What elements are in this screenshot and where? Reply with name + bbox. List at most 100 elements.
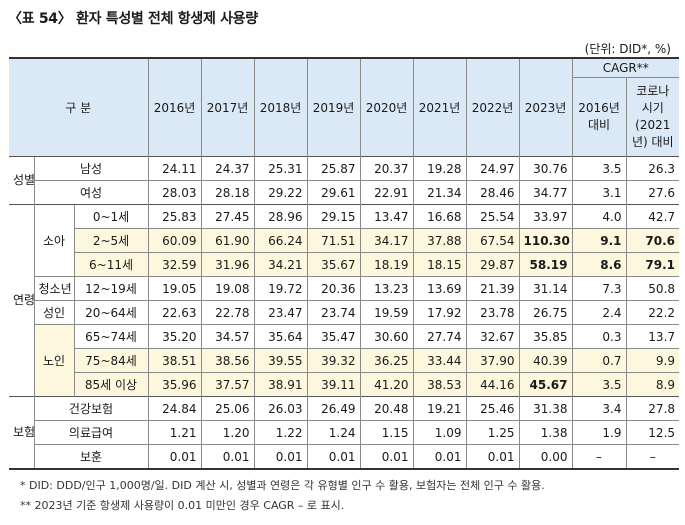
cell-value: 0.01 bbox=[306, 444, 360, 469]
cell-value: 35.20 bbox=[147, 324, 201, 349]
table-row: 85세 이상 35.96 37.57 38.91 39.11 41.20 38.… bbox=[9, 372, 680, 397]
cell-value: 20.36 bbox=[306, 276, 360, 301]
cell-value: 25.46 bbox=[465, 396, 519, 421]
row-label: 85세 이상 bbox=[73, 372, 148, 397]
cell-value: 18.19 bbox=[359, 252, 413, 277]
cell-cagr: 7.3 bbox=[571, 276, 626, 301]
table-row: 노인 65~74세 35.20 34.57 35.64 35.47 30.60 … bbox=[9, 324, 680, 397]
cell-cagr: 8.6 bbox=[571, 252, 626, 277]
cell-value: 28.96 bbox=[253, 204, 307, 229]
cell-value: 1.24 bbox=[306, 420, 360, 445]
cell-value: 35.96 bbox=[147, 372, 201, 397]
cell-value: 31.96 bbox=[200, 252, 254, 277]
table-row: 6~11세 32.59 31.96 34.21 35.67 18.19 18.1… bbox=[9, 252, 680, 277]
cell-cagr: 2.4 bbox=[571, 300, 626, 325]
cell-value: 31.38 bbox=[518, 396, 572, 421]
cell-value: 39.32 bbox=[306, 348, 360, 373]
cell-value: 1.20 bbox=[200, 420, 254, 445]
row-label: 의료급여 bbox=[33, 420, 148, 445]
cell-value: 33.44 bbox=[412, 348, 466, 373]
table-row: 의료급여 1.21 1.20 1.22 1.24 1.15 1.09 1.25 … bbox=[9, 420, 680, 445]
cell-value: 19.72 bbox=[253, 276, 307, 301]
cell-value: 23.78 bbox=[465, 300, 519, 325]
row-label: 건강보험 bbox=[33, 396, 148, 421]
cell-value: 66.24 bbox=[253, 228, 307, 253]
row-label: 남성 bbox=[33, 156, 148, 181]
cell-value: 1.22 bbox=[253, 420, 307, 445]
cell-cagr: 70.6 bbox=[625, 228, 680, 253]
cell-value: 25.83 bbox=[147, 204, 201, 229]
cell-value: 21.34 bbox=[412, 180, 466, 205]
cell-cagr: – bbox=[625, 444, 680, 469]
cell-cagr: 9.1 bbox=[571, 228, 626, 253]
cell-value: 19.05 bbox=[147, 276, 201, 301]
cell-cagr: – bbox=[571, 444, 626, 469]
cell-value: 45.67 bbox=[518, 372, 572, 397]
cell-value: 23.74 bbox=[306, 300, 360, 325]
table-row: 75~84세 38.51 38.56 39.55 39.32 36.25 33.… bbox=[9, 348, 680, 373]
cell-value: 0.01 bbox=[412, 444, 466, 469]
cell-value: 0.01 bbox=[200, 444, 254, 469]
cell-value: 44.16 bbox=[465, 372, 519, 397]
row-label: 0~1세 bbox=[73, 204, 148, 229]
cell-cagr: 27.8 bbox=[625, 396, 680, 421]
table-row: 여성 28.03 28.18 29.22 29.61 22.91 21.34 2… bbox=[9, 180, 680, 205]
header-year-2017: 2017년 bbox=[200, 58, 254, 157]
cell-value: 26.03 bbox=[253, 396, 307, 421]
cell-value: 37.90 bbox=[465, 348, 519, 373]
cell-cagr: 0.3 bbox=[571, 324, 626, 349]
cell-value: 17.92 bbox=[412, 300, 466, 325]
cell-value: 29.15 bbox=[306, 204, 360, 229]
cell-value: 32.67 bbox=[465, 324, 519, 349]
cell-cagr: 42.7 bbox=[625, 204, 680, 229]
cell-value: 19.59 bbox=[359, 300, 413, 325]
cell-value: 38.56 bbox=[200, 348, 254, 373]
cell-value: 1.25 bbox=[465, 420, 519, 445]
row-label: 20~64세 bbox=[73, 300, 148, 325]
cell-value: 34.17 bbox=[359, 228, 413, 253]
cell-value: 0.01 bbox=[465, 444, 519, 469]
cell-value: 30.76 bbox=[518, 156, 572, 181]
header-year-2020: 2020년 bbox=[359, 58, 413, 157]
row-label: 75~84세 bbox=[73, 348, 148, 373]
cell-value: 38.91 bbox=[253, 372, 307, 397]
cell-value: 22.78 bbox=[200, 300, 254, 325]
header-cagr-since-2016: 2016년 대비 bbox=[571, 77, 626, 157]
cell-value: 25.06 bbox=[200, 396, 254, 421]
cell-value: 25.87 bbox=[306, 156, 360, 181]
cell-value: 61.90 bbox=[200, 228, 254, 253]
cell-value: 110.30 bbox=[518, 228, 572, 253]
cell-cagr: 79.1 bbox=[625, 252, 680, 277]
cell-value: 33.97 bbox=[518, 204, 572, 229]
table-row: 청소년 12~19세 19.05 19.08 19.72 20.36 13.23… bbox=[9, 276, 680, 301]
row-label: 12~19세 bbox=[73, 276, 148, 301]
cell-value: 23.47 bbox=[253, 300, 307, 325]
cell-value: 35.85 bbox=[518, 324, 572, 349]
cell-value: 32.59 bbox=[147, 252, 201, 277]
cell-value: 13.23 bbox=[359, 276, 413, 301]
cell-value: 28.18 bbox=[200, 180, 254, 205]
cell-value: 34.77 bbox=[518, 180, 572, 205]
header-year-2016: 2016년 bbox=[147, 58, 201, 157]
table-row: 연령 소아 0~1세 25.83 27.45 28.96 29.15 13.47… bbox=[9, 204, 680, 397]
cell-value: 26.49 bbox=[306, 396, 360, 421]
cell-cagr: 27.6 bbox=[625, 180, 680, 205]
cell-cagr: 0.7 bbox=[571, 348, 626, 373]
cell-value: 29.87 bbox=[465, 252, 519, 277]
cell-cagr: 9.9 bbox=[625, 348, 680, 373]
footnote-cagr: ** 2023년 기준 항생제 사용량이 0.01 미만인 경우 CAGR – … bbox=[20, 499, 345, 512]
cell-cagr: 8.9 bbox=[625, 372, 680, 397]
table-row: 성인 20~64세 22.63 22.78 23.47 23.74 19.59 … bbox=[9, 300, 680, 325]
header-year-2023: 2023년 bbox=[518, 58, 572, 157]
subgroup-child: 소아 bbox=[33, 204, 74, 277]
table-title: 〈표 54〉 환자 특성별 전체 항생제 사용량 bbox=[8, 11, 258, 27]
header-cagr: CAGR** bbox=[571, 58, 680, 78]
cell-value: 25.54 bbox=[465, 204, 519, 229]
cell-value: 34.21 bbox=[253, 252, 307, 277]
cell-value: 35.67 bbox=[306, 252, 360, 277]
cell-value: 19.28 bbox=[412, 156, 466, 181]
cell-value: 34.57 bbox=[200, 324, 254, 349]
cell-cagr: 3.5 bbox=[571, 372, 626, 397]
cell-value: 20.48 bbox=[359, 396, 413, 421]
cell-value: 24.84 bbox=[147, 396, 201, 421]
